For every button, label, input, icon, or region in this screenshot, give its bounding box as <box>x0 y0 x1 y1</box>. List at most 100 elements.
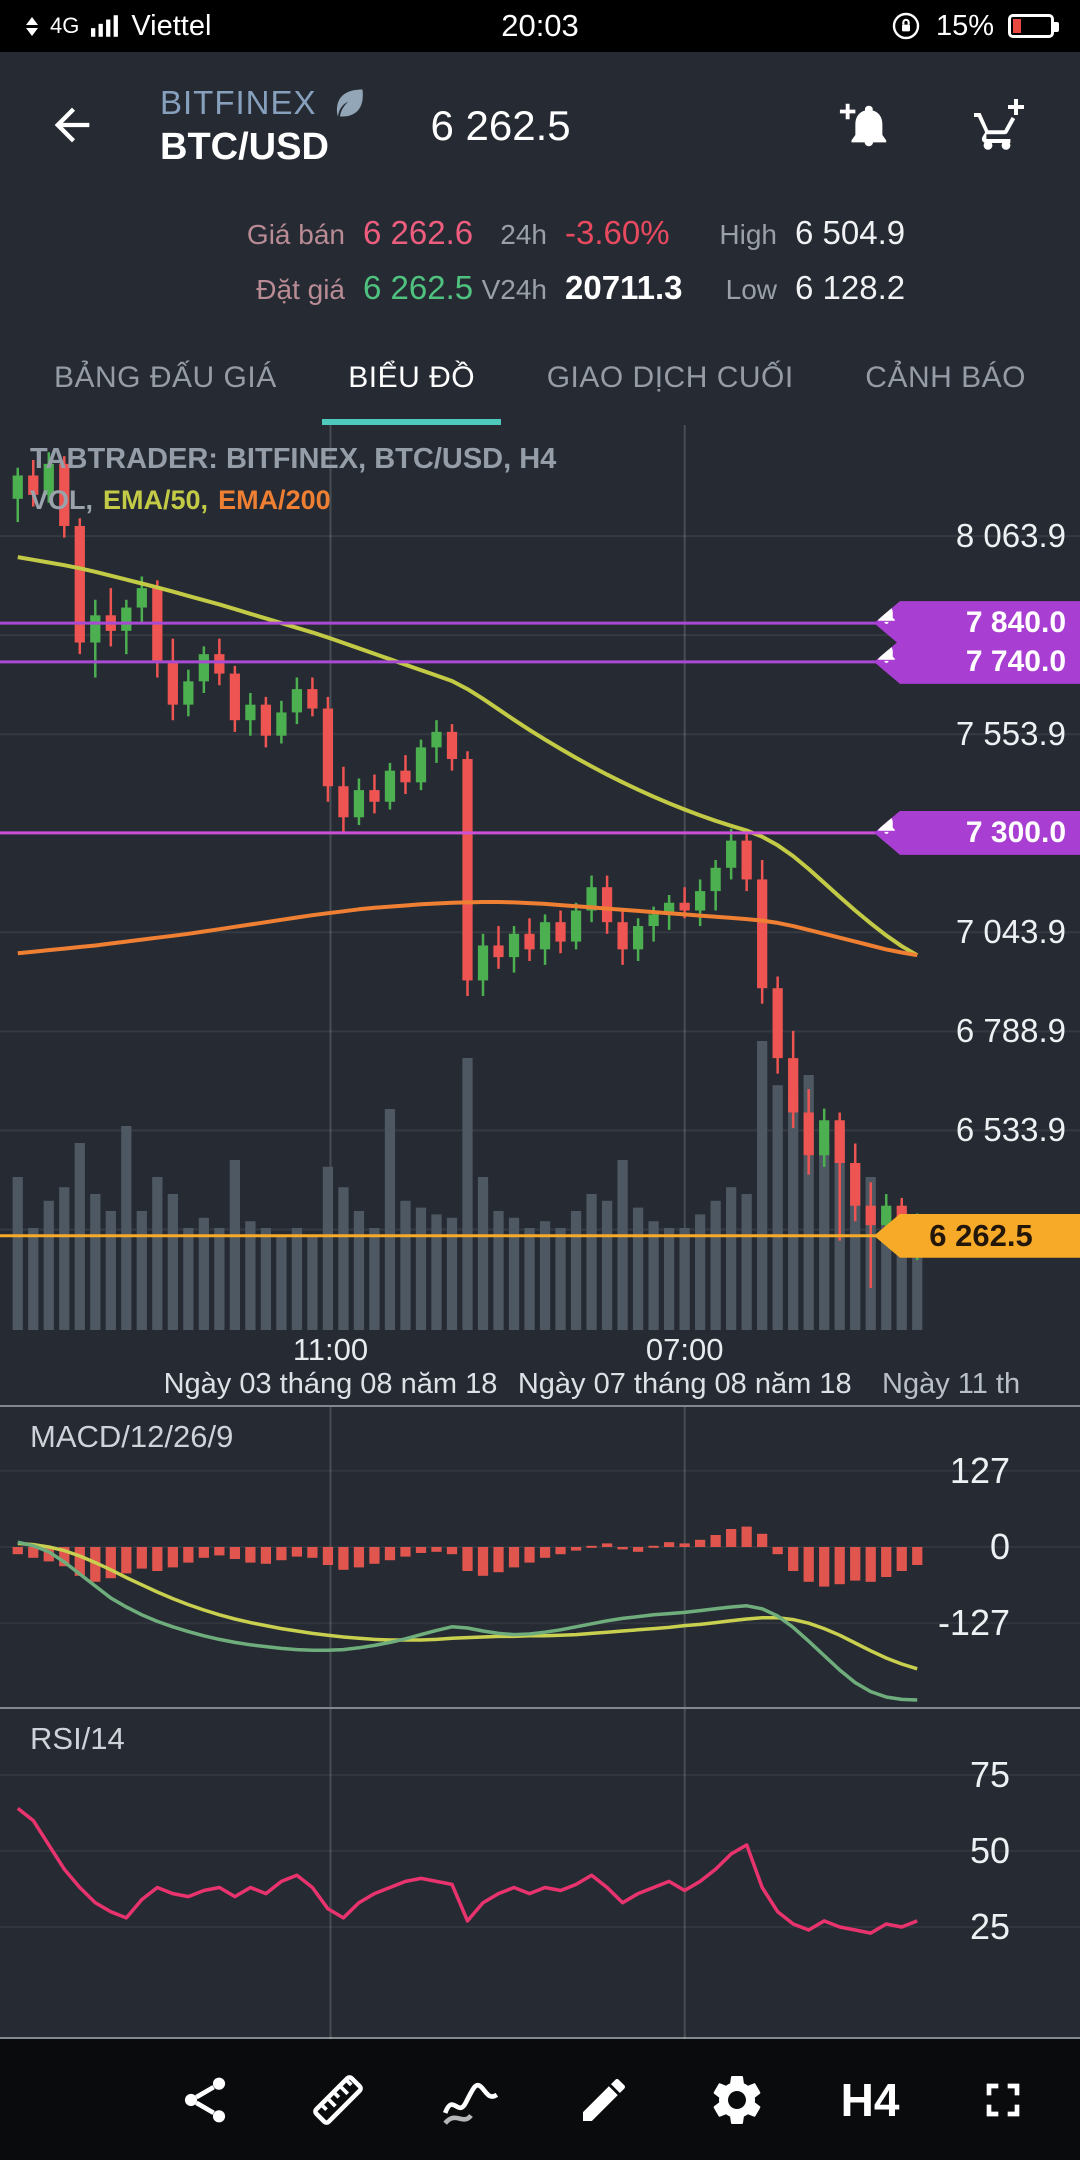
add-alert-button[interactable] <box>838 100 892 153</box>
indicators-icon <box>442 2082 499 2125</box>
settings-button[interactable] <box>702 2065 772 2135</box>
price-axis-label: 7 553.9 <box>955 715 1066 753</box>
fullscreen-icon <box>986 2083 1020 2116</box>
alert-price-label: 7 740.0 <box>965 644 1066 678</box>
measure-button[interactable] <box>303 2065 373 2135</box>
macd-axis-label: 0 <box>989 1526 1010 1567</box>
high-label: High <box>719 219 777 250</box>
battery-percent-label: 15% <box>935 9 994 42</box>
header-price: 6 262.5 <box>430 102 571 149</box>
chart-legend: VOL, EMA/50, EMA/200 <box>30 485 331 516</box>
signal-strength-icon <box>91 15 119 37</box>
share-button[interactable] <box>170 2065 240 2135</box>
rsi-axis-label: 50 <box>969 1830 1010 1871</box>
interval-button[interactable]: H4 <box>835 2065 905 2135</box>
macd-canvas[interactable] <box>0 1407 1080 1707</box>
app-header: BITFINEX BTC/USD 6 262.5 <box>0 52 1080 200</box>
macd-panel[interactable]: MACD/12/26/9 127 0 -127 <box>0 1407 1080 1707</box>
price-axis-label: 6 533.9 <box>955 1111 1066 1149</box>
bell-icon <box>878 603 895 624</box>
pair-block[interactable]: BITFINEX BTC/USD <box>160 84 367 169</box>
back-arrow-icon <box>54 107 90 142</box>
share-icon <box>184 2077 226 2122</box>
ruler-icon <box>313 2074 363 2125</box>
legend-ema50: EMA/50, <box>103 485 209 515</box>
legend-vol: VOL, <box>30 485 94 515</box>
rsi-overlay: 75 50 25 <box>0 1709 1080 2037</box>
rotation-lock-icon <box>892 12 920 40</box>
x-axis-date-label: Ngày 03 tháng 08 năm 18 <box>163 1368 498 1400</box>
network-type-label: 4G <box>50 13 80 38</box>
x-axis-date-label: Ngày 07 tháng 08 năm 18 <box>517 1368 852 1400</box>
data-arrows-icon <box>26 16 38 36</box>
chart-toolbar: H4 <box>0 2037 1080 2160</box>
macd-axis-label: 127 <box>949 1449 1010 1491</box>
rsi-axis-label: 25 <box>969 1906 1010 1947</box>
volume-value: 20711.3 <box>565 269 683 306</box>
last-price-badge: 6 262.5 <box>874 1213 1080 1258</box>
x-axis-time-label: 11:00 <box>292 1332 369 1367</box>
status-right: 15% <box>890 9 1059 43</box>
ticker-row-bid: Đặt giá 6 262.5 V24h 20711.3 Low 6 128.2 <box>0 269 1080 324</box>
ticker-row-ask: Giá bán 6 262.6 24h -3.60% High 6 504.9 <box>0 214 1080 269</box>
alert-price-label: 7 840.0 <box>965 606 1066 640</box>
exchange-name: BITFINEX <box>160 83 317 121</box>
tab-last-trades[interactable]: GIAO DỊCH CUỐI <box>546 360 794 394</box>
change-value: -3.60% <box>565 214 670 251</box>
battery-icon <box>1008 14 1059 38</box>
ask-label: Giá bán <box>246 219 345 250</box>
gear-icon <box>713 2075 761 2124</box>
fullscreen-button[interactable] <box>968 2065 1038 2135</box>
draw-button[interactable] <box>569 2065 639 2135</box>
macd-overlay: 127 0 -127 <box>0 1407 1080 1707</box>
alert-badge[interactable]: 7 300.0 <box>874 810 1080 855</box>
pencil-icon <box>583 2078 625 2121</box>
macd-axis-label: -127 <box>937 1602 1010 1644</box>
rsi-canvas[interactable] <box>0 1709 1080 2039</box>
volume-label: V24h <box>481 274 547 305</box>
high-value: 6 504.9 <box>795 214 906 251</box>
legend-ema200: EMA/200 <box>218 485 331 515</box>
tab-orderbook[interactable]: BẢNG ĐẤU GIÁ <box>54 360 277 394</box>
low-value: 6 128.2 <box>795 269 906 306</box>
tab-bar: BẢNG ĐẤU GIÁ BIỂU ĐỒ GIAO DỊCH CUỐI CẢNH… <box>0 330 1080 425</box>
rsi-label: RSI/14 <box>30 1721 125 1756</box>
x-axis-date-label: Ngày 11 th <box>882 1368 1021 1400</box>
price-axis-label: 6 788.9 <box>955 1012 1066 1050</box>
macd-label: MACD/12/26/9 <box>30 1419 234 1454</box>
bid-label: Đặt giá <box>256 274 345 305</box>
alert-badge[interactable]: 7 740.0 <box>874 639 1080 684</box>
x-axis: 11:00 Ngày 03 tháng 08 năm 18 07:00 Ngày 07… <box>0 1330 1080 1407</box>
clock: 20:03 <box>501 8 579 43</box>
cart-plus-icon <box>974 98 1024 150</box>
change-label: 24h <box>500 219 547 250</box>
alert-price-label: 7 300.0 <box>965 815 1066 849</box>
indicators-button[interactable] <box>436 2065 506 2135</box>
price-axis-label: 8 063.9 <box>955 517 1066 555</box>
price-chart-panel[interactable]: TABTRADER: BITFINEX, BTC/USD, H4 VOL, EM… <box>0 425 1080 1330</box>
buy-button[interactable] <box>970 98 1026 154</box>
header-actions <box>838 98 1038 154</box>
status-left: 4G Viettel <box>26 10 211 43</box>
bid-value: 6 262.5 <box>363 269 474 306</box>
rsi-axis-label: 75 <box>969 1754 1010 1795</box>
bell-icon <box>878 813 895 834</box>
bell-plus-icon <box>839 103 887 146</box>
alert-badge[interactable]: 7 840.0 <box>874 601 1080 646</box>
status-bar: 4G Viettel 20:03 15% <box>0 0 1080 52</box>
chart-watermark: TABTRADER: BITFINEX, BTC/USD, H4 <box>30 443 557 475</box>
bitfinex-leaf-icon <box>336 89 363 116</box>
low-label: Low <box>725 274 777 305</box>
carrier-label: Viettel <box>131 9 212 42</box>
price-chart-overlay: TABTRADER: BITFINEX, BTC/USD, H4 VOL, EM… <box>0 425 1080 1330</box>
bell-icon <box>878 642 895 663</box>
price-axis-label: 7 043.9 <box>955 913 1066 951</box>
tab-alerts[interactable]: CẢNH BÁO <box>865 360 1026 394</box>
x-axis-time-label: 07:00 <box>645 1332 724 1367</box>
ticker-panel: Giá bán 6 262.6 24h -3.60% High 6 504.9 … <box>0 200 1080 330</box>
tab-chart[interactable]: BIỂU ĐỒ <box>322 330 501 425</box>
ask-value: 6 262.6 <box>363 214 474 251</box>
rsi-panel[interactable]: RSI/14 75 50 25 <box>0 1707 1080 2039</box>
back-button[interactable] <box>42 96 102 156</box>
